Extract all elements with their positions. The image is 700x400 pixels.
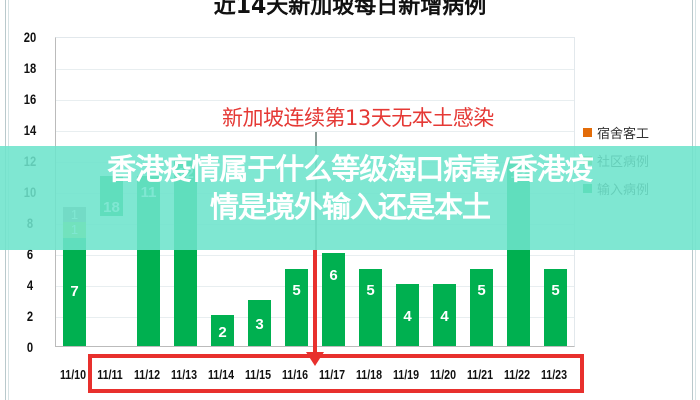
gridline <box>56 131 574 132</box>
bar-value-label: 6 <box>329 266 338 284</box>
legend-swatch-icon <box>583 127 592 137</box>
banner-line-2: 情是境外输入还是本土 <box>209 190 491 224</box>
y-tick: 16 <box>23 91 37 107</box>
y-tick: 0 <box>26 339 34 355</box>
x-tick: 11/14 <box>207 367 235 382</box>
bar-11-20: 4 <box>433 284 456 346</box>
bar-11-14: 2 <box>211 315 234 346</box>
x-tick: 11/21 <box>466 367 494 382</box>
x-tick: 11/17 <box>318 367 346 382</box>
bar-11-18: 5 <box>359 268 382 346</box>
bar-11-16: 5 <box>285 268 308 346</box>
x-tick: 11/18 <box>355 367 383 382</box>
x-tick: 11/23 <box>540 367 568 382</box>
chart-title: 近14天新加坡每日新增病例 <box>213 0 487 19</box>
overlay-banner <box>0 146 700 250</box>
x-tick: 11/10 <box>59 367 87 382</box>
bar-11-19: 4 <box>396 284 419 346</box>
overlay-banner-text: 香港疫情属于什么等级海口病毒/香港疫 情是境外输入还是本土 <box>0 150 700 226</box>
bar-value-label: 4 <box>403 307 412 325</box>
x-tick: 11/20 <box>429 367 457 382</box>
gridline <box>56 69 574 70</box>
bar-11-15: 3 <box>248 299 271 346</box>
bar-value-label: 5 <box>366 282 375 299</box>
x-tick: 11/11 <box>97 367 123 382</box>
highlight-box <box>88 354 584 393</box>
x-tick: 11/13 <box>170 367 198 382</box>
bar-11-23: 5 <box>544 268 567 346</box>
y-tick: 6 <box>26 246 34 262</box>
bar-11-17: 6 <box>322 253 345 346</box>
legend-item-dorm: 宿舍客工 <box>583 118 649 146</box>
gridline <box>56 100 574 101</box>
y-tick: 18 <box>23 60 37 76</box>
annotation-text: 新加坡连续第13天无本土感染 <box>222 106 494 130</box>
bar-value-label: 5 <box>551 282 560 299</box>
bar-value-label: 3 <box>255 315 264 333</box>
y-tick: 20 <box>23 29 37 45</box>
x-tick: 11/15 <box>244 367 272 382</box>
bar-value-label: 4 <box>440 307 449 325</box>
x-tick: 11/16 <box>281 367 309 382</box>
bar-segment-imported: 7 <box>63 237 86 346</box>
bar-value-label: 5 <box>477 282 486 299</box>
y-tick: 2 <box>26 308 34 324</box>
x-tick: 11/19 <box>392 367 420 382</box>
bar-11-21: 5 <box>470 268 493 346</box>
x-tick: 11/22 <box>503 367 531 382</box>
x-tick: 11/12 <box>133 367 161 382</box>
y-tick: 14 <box>23 122 37 138</box>
bar-value-label: 2 <box>218 323 227 341</box>
bar-value-label: 5 <box>292 282 301 299</box>
legend-label: 宿舍客工 <box>597 126 650 142</box>
arrow-shaft <box>313 250 317 355</box>
y-tick: 4 <box>26 277 34 293</box>
banner-line-1: 香港疫情属于什么等级海口病毒/香港疫 <box>107 152 594 186</box>
